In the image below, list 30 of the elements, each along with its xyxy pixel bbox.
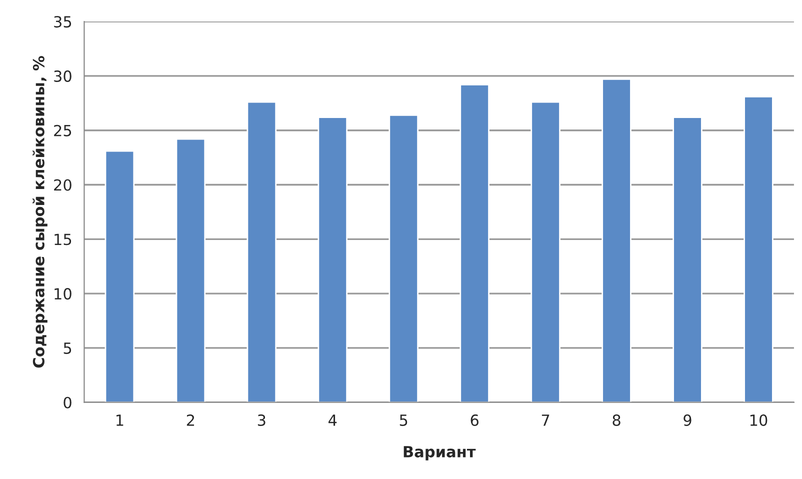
x-tick-label: 4 [328, 414, 337, 426]
bar [460, 84, 490, 402]
y-tick-label: 35 [54, 16, 72, 28]
x-tick-label: 9 [684, 414, 692, 426]
y-tick-label: 20 [54, 179, 72, 191]
x-tick-label: 5 [400, 414, 408, 426]
bar [672, 116, 702, 402]
bar [246, 101, 277, 402]
bar [744, 96, 774, 402]
x-tick-label: 10 [750, 414, 768, 426]
x-tick-label: 1 [116, 414, 124, 426]
y-tick-label: 25 [54, 124, 72, 136]
y-tick-label: 30 [54, 70, 72, 82]
x-tick-label: 8 [612, 414, 620, 426]
x-tick-label: 7 [542, 414, 550, 426]
y-axis-title: Содержание сырой клейковины, % [32, 56, 48, 368]
y-tick-label: 5 [64, 342, 72, 354]
x-tick-label: 3 [258, 414, 266, 426]
bar [530, 101, 560, 402]
x-tick-label: 2 [186, 414, 194, 426]
bar [602, 78, 632, 402]
bar [104, 150, 135, 402]
bar [388, 114, 418, 402]
x-tick-label: 6 [470, 414, 478, 426]
x-axis-title: Вариант [404, 446, 476, 460]
y-tick-label: 10 [54, 288, 72, 300]
y-tick-label: 0 [64, 396, 72, 408]
bar [176, 138, 206, 402]
y-tick-label: 15 [54, 234, 72, 246]
bar [318, 116, 348, 402]
